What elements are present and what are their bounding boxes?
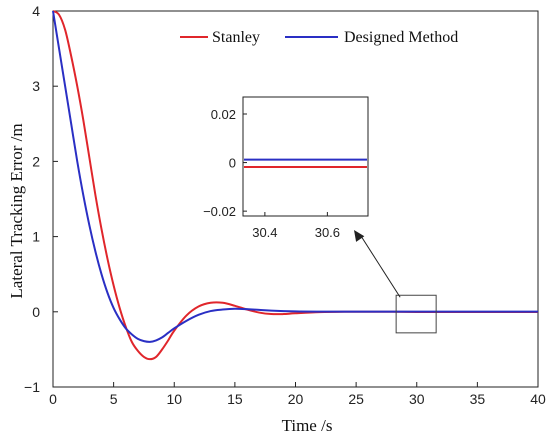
y-tick-label: 1 bbox=[32, 229, 40, 245]
inset-x-tick-label: 30.6 bbox=[315, 225, 340, 240]
x-tick-label: 20 bbox=[288, 391, 304, 407]
inset-y-tick-label: 0.02 bbox=[211, 107, 236, 122]
legend-label: Stanley bbox=[212, 29, 260, 46]
zoom-box bbox=[395, 294, 437, 334]
x-tick-label: 5 bbox=[110, 391, 118, 407]
inset-y-tick-label: −0.02 bbox=[203, 204, 236, 219]
y-tick-label: 3 bbox=[32, 78, 40, 94]
zoom-arrow-line bbox=[360, 235, 401, 298]
x-tick-label: 35 bbox=[470, 391, 486, 407]
y-axis-title: Lateral Tracking Error /m bbox=[7, 123, 26, 298]
y-tick-label: 2 bbox=[32, 153, 40, 169]
series-line-designed-method bbox=[52, 10, 538, 343]
legend-label: Designed Method bbox=[344, 29, 458, 46]
y-tick-label: 0 bbox=[32, 304, 40, 320]
main-series-group bbox=[52, 10, 538, 361]
inset-x-tick-label: 30.4 bbox=[252, 225, 277, 240]
zoom-indicator bbox=[354, 230, 437, 334]
zoom-arrow-head bbox=[354, 230, 365, 242]
x-tick-label: 40 bbox=[530, 391, 546, 407]
x-axis-title: Time /s bbox=[282, 416, 333, 435]
x-tick-label: 30 bbox=[409, 391, 425, 407]
x-tick-label: 0 bbox=[49, 391, 57, 407]
x-tick-label: 25 bbox=[348, 391, 364, 407]
inset-y-tick-label: 0 bbox=[229, 156, 236, 171]
y-tick-label: 4 bbox=[32, 3, 40, 19]
inset-chart: 30.4 30.6 0.02 0 −0.02 bbox=[203, 96, 369, 240]
legend: Stanley Designed Method bbox=[180, 29, 458, 46]
x-tick-label: 15 bbox=[227, 391, 243, 407]
y-tick-label: −1 bbox=[24, 379, 40, 395]
main-axes: 0 5 10 15 20 25 30 35 40 −1 0 1 2 3 4 bbox=[24, 3, 546, 407]
inset-frame bbox=[242, 96, 369, 217]
x-tick-label: 10 bbox=[166, 391, 182, 407]
